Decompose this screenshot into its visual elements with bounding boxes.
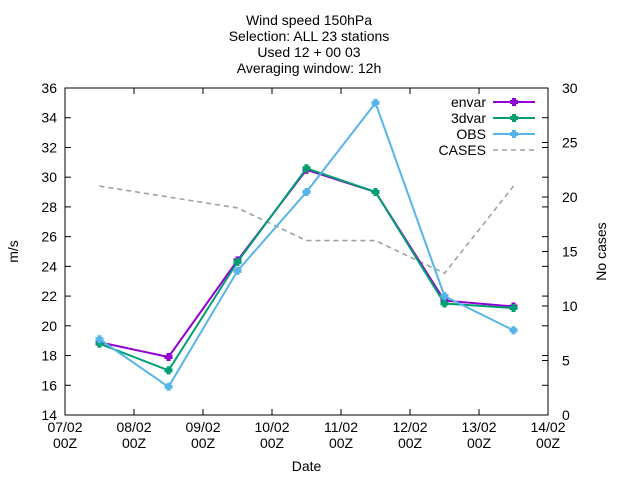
y2-tick-label: 5 — [562, 353, 570, 369]
x-axis-label: Date — [292, 458, 322, 474]
y-tick-label: 26 — [41, 229, 57, 245]
y-tick-label: 18 — [41, 348, 57, 364]
y-tick-label: 22 — [41, 288, 57, 304]
y2-tick-label: 15 — [562, 244, 578, 260]
series-line — [99, 167, 514, 372]
data-point — [371, 188, 380, 197]
x-tick-label-line: 13/02 — [461, 419, 496, 435]
legend-label: OBS — [456, 126, 486, 142]
data-point — [164, 353, 173, 362]
x-tick-label: 14/02 00Z — [530, 419, 565, 451]
legend-item: CASES — [439, 142, 535, 158]
x-tick-label: 13/02 00Z — [461, 419, 496, 451]
data-point — [371, 98, 380, 107]
series-3dvar — [95, 164, 518, 375]
title-line: Averaging window: 12h — [237, 60, 382, 76]
title-line: Selection: ALL 23 stations — [229, 28, 390, 44]
y2-axis-label: No cases — [593, 222, 609, 280]
data-point — [164, 382, 173, 391]
x-tick-label: 10/02 00Z — [254, 419, 289, 451]
x-tick-label-line: 11/02 — [324, 419, 358, 435]
y-tick-label: 32 — [41, 139, 57, 155]
x-tick-label-line: 10/02 — [254, 419, 289, 435]
y-tick-label: 14 — [41, 407, 57, 423]
series-lines — [95, 98, 518, 391]
x-tick-label-line: 14/02 — [530, 419, 565, 435]
data-point — [440, 292, 449, 301]
y-tick-label: 30 — [41, 169, 57, 185]
data-point — [233, 257, 242, 266]
legend-label: CASES — [439, 142, 486, 158]
y2-tick-label: 20 — [562, 189, 578, 205]
x-tick-label-line: 00Z — [398, 435, 423, 451]
legend-item: 3dvar — [451, 110, 535, 126]
axes: 14 16 18 20 22 24 26 28 30 32 34 36 0 5 10 15 20 25 30 07/0… — [5, 80, 609, 474]
x-tick-label: 12/02 00Z — [392, 419, 427, 451]
x-tick-label-line: 12/02 — [392, 419, 427, 435]
legend-item: envar — [451, 94, 535, 110]
y-tick-label: 20 — [41, 318, 57, 334]
x-tick-label-line: 00Z — [329, 435, 354, 451]
data-point — [164, 366, 173, 375]
y2-tick-label: 0 — [562, 407, 570, 423]
x-tick-label-line: 00Z — [260, 435, 285, 451]
plot-frame — [64, 87, 549, 416]
x-tick-label-line: 08/02 — [116, 419, 151, 435]
y-tick-label: 16 — [41, 377, 57, 393]
x-tick-label: 08/02 00Z — [116, 419, 151, 451]
data-point — [509, 326, 518, 335]
title-line: Wind speed 150hPa — [246, 12, 372, 28]
x-tick-label: 07/02 00Z — [47, 419, 82, 451]
data-point — [509, 303, 518, 312]
x-tick-label-line: 00Z — [122, 435, 147, 451]
series-obs — [95, 98, 518, 391]
data-point — [233, 266, 242, 275]
y-axis-label: m/s — [5, 240, 21, 263]
legend-item: OBS — [456, 126, 535, 142]
x-tick-label-line: 00Z — [53, 435, 78, 451]
series-cases — [99, 185, 515, 275]
x-tick-label-line: 00Z — [536, 435, 561, 451]
y-tick-label: 28 — [41, 199, 57, 215]
x-tick-label-line: 00Z — [467, 435, 492, 451]
x-tick-label-line: 09/02 — [185, 419, 220, 435]
title-line: Used 12 + 00 03 — [257, 44, 360, 60]
legend-marker — [510, 114, 518, 122]
legend-marker — [510, 98, 518, 106]
y-tick-label: 36 — [41, 80, 57, 96]
x-tick-label: 09/02 00Z — [185, 419, 220, 451]
series-line — [99, 185, 515, 275]
y2-tick-label: 10 — [562, 298, 578, 314]
data-point — [302, 164, 311, 173]
legend-label: envar — [451, 94, 486, 110]
legend-label: 3dvar — [451, 110, 486, 126]
legend-marker — [510, 130, 518, 138]
y2-tick-label: 30 — [562, 80, 578, 96]
data-point — [302, 188, 311, 197]
y-tick-label: 24 — [41, 258, 57, 274]
x-tick-label-line: 07/02 — [47, 419, 82, 435]
y2-tick-label: 25 — [562, 135, 578, 151]
y-tick-label: 34 — [41, 110, 57, 126]
data-point — [95, 335, 104, 344]
x-tick-label-line: 00Z — [191, 435, 216, 451]
x-tick-label: 11/02 00Z — [324, 419, 358, 451]
